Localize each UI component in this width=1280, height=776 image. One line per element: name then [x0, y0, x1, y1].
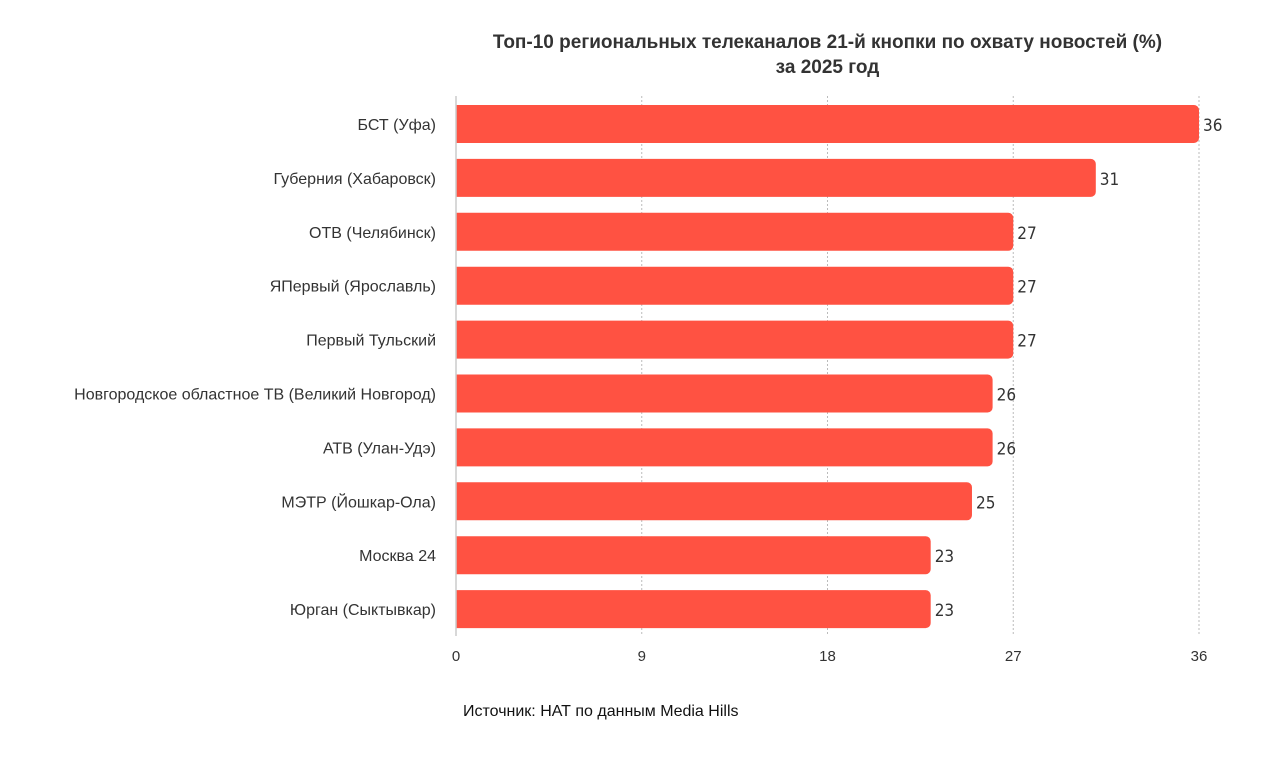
bar	[456, 374, 993, 413]
bar	[456, 590, 931, 629]
category-label: Юрган (Сыктывкар)	[290, 602, 436, 619]
bar	[456, 428, 993, 467]
x-tick-label: 18	[819, 648, 836, 665]
bar	[456, 482, 972, 521]
bar	[456, 536, 931, 575]
category-label: Первый Тульский	[306, 333, 436, 350]
bar	[456, 105, 1199, 143]
data-label: 36	[1203, 116, 1222, 136]
category-label: АТВ (Улан-Удэ)	[323, 440, 436, 457]
data-label: 26	[997, 439, 1016, 459]
source-note: Источник: НАТ по данным Media Hills	[463, 703, 739, 720]
category-label: Новгородское областное ТВ (Великий Новго…	[74, 387, 436, 404]
bar	[456, 320, 1014, 359]
category-label: МЭТР (Йошкар-Ола)	[281, 492, 436, 511]
chart-title-line1: Топ-10 региональных телеканалов 21-й кно…	[492, 32, 1163, 53]
category-label: ЯПервый (Ярославль)	[270, 279, 436, 296]
category-label: ОТВ (Челябинск)	[309, 225, 436, 242]
chart-title: Топ-10 региональных телеканалов 21-й кно…	[456, 30, 1199, 80]
x-tick-label: 0	[452, 648, 460, 665]
data-label: 27	[1017, 332, 1036, 352]
category-label: БСТ (Уфа)	[358, 117, 436, 134]
data-label: 26	[997, 386, 1016, 406]
category-label: Москва 24	[359, 548, 436, 565]
x-tick-label: 9	[638, 648, 646, 665]
bar	[456, 212, 1014, 251]
data-label: 25	[976, 493, 995, 513]
data-label: 31	[1100, 170, 1119, 190]
x-tick-label: 36	[1191, 648, 1208, 665]
data-label: 27	[1017, 224, 1036, 244]
bar	[456, 266, 1014, 305]
x-tick-label: 27	[1005, 648, 1022, 665]
category-label: Губерния (Хабаровск)	[274, 171, 436, 188]
data-label: 23	[935, 601, 954, 621]
data-label: 27	[1017, 278, 1036, 298]
chart-title-line2: за 2025 год	[775, 57, 880, 78]
data-label: 23	[935, 547, 954, 567]
bar	[456, 158, 1096, 197]
